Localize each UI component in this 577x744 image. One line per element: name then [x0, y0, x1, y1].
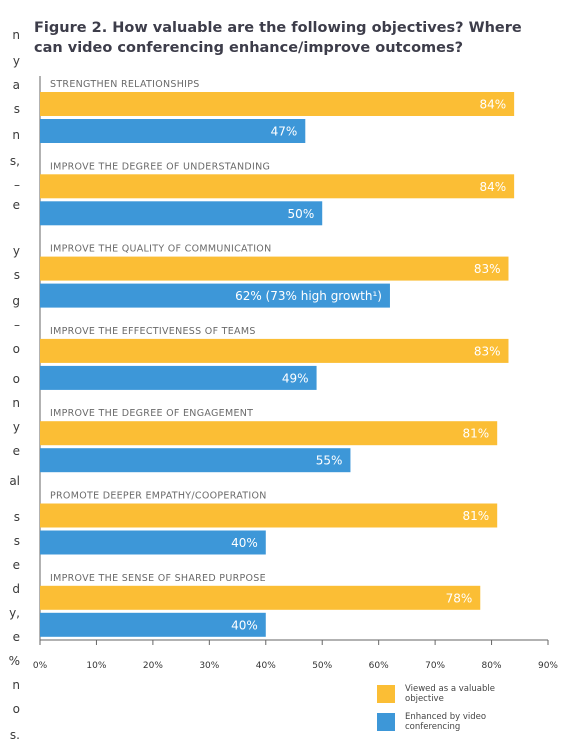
category-label: IMPROVE THE QUALITY OF COMMUNICATION [50, 244, 272, 255]
chart-title: Figure 2. How valuable are the following… [34, 20, 522, 56]
bar-valuable [40, 338, 509, 363]
bar-valuable [40, 256, 509, 281]
bar-valuable [40, 503, 498, 528]
bar-value-label: 50% [288, 207, 315, 221]
body-text-fragment: al [9, 474, 20, 488]
body-text-fragment: e [12, 630, 20, 644]
body-text-fragment: n [12, 678, 20, 692]
bar-valuable [40, 421, 498, 446]
x-tick-label: 20% [143, 661, 163, 671]
bar-enhanced [40, 283, 390, 308]
x-tick-label: 40% [256, 661, 276, 671]
bar-value-label: 84% [479, 180, 506, 194]
bar-enhanced [40, 612, 266, 637]
body-text-fragment: e [12, 198, 20, 212]
body-text-fragment: d [12, 582, 20, 596]
category-label: IMPROVE THE EFFECTIVENESS OF TEAMS [50, 326, 256, 337]
body-text-fragment: s [13, 534, 20, 548]
x-tick-label: 90% [538, 661, 558, 671]
bar-value-label: 40% [231, 536, 258, 550]
body-text-fragment: y, [9, 606, 20, 620]
bar-enhanced [40, 365, 317, 390]
body-text-fragment: y [12, 54, 20, 68]
chart-legend: Viewed as a valuable objective Enhanced … [377, 684, 567, 740]
bar-value-label: 47% [271, 125, 298, 139]
category-label: IMPROVE THE SENSE OF SHARED PURPOSE [50, 573, 266, 584]
body-text-fragment: – [14, 318, 20, 332]
bar-enhanced [40, 530, 266, 555]
category-label: STRENGTHEN RELATIONSHIPS [50, 79, 200, 90]
x-tick-label: 0% [33, 661, 48, 671]
bar-value-label: 81% [463, 427, 490, 441]
legend-label-enhanced: Enhanced by video conferencing [405, 712, 487, 732]
x-tick-label: 70% [425, 661, 445, 671]
bar-value-label: 83% [474, 262, 501, 276]
bar-value-label: 49% [282, 371, 309, 385]
body-text-fragment: s, [9, 154, 20, 168]
body-text-fragment: o [12, 342, 20, 356]
legend-item-valuable: Viewed as a valuable objective [377, 684, 567, 706]
x-tick-label: 30% [199, 661, 219, 671]
body-text-fragment: o [12, 372, 20, 386]
body-text-fragment: % [8, 654, 20, 668]
category-label: PROMOTE DEEPER EMPATHY/COOPERATION [50, 491, 267, 502]
bar-enhanced [40, 448, 351, 473]
bar-valuable [40, 585, 481, 610]
bar-value-label: 84% [479, 98, 506, 112]
body-text-fragment: s [13, 268, 20, 282]
body-text-fragment: a [12, 78, 20, 92]
legend-swatch-valuable [377, 685, 395, 703]
body-text-fragment: n [12, 396, 20, 410]
bar-value-label: 83% [474, 344, 501, 358]
x-tick-label: 50% [312, 661, 332, 671]
bar-valuable [40, 92, 515, 116]
bar-enhanced [40, 201, 323, 226]
x-tick-label: 10% [86, 661, 106, 671]
x-tick-label: 60% [369, 661, 389, 671]
bar-enhanced [40, 119, 306, 143]
bar-value-label: 40% [231, 618, 258, 632]
bar-value-label: 78% [446, 591, 473, 605]
bar-valuable [40, 174, 515, 199]
body-text-fragment: y [12, 244, 20, 258]
legend-swatch-enhanced [377, 713, 395, 731]
x-tick-label: 80% [482, 661, 502, 671]
legend-label-valuable: Viewed as a valuable objective [405, 684, 495, 704]
body-text-fragment: s [13, 102, 20, 116]
body-text-fragment: e [12, 558, 20, 572]
body-text-fragment: n [12, 28, 20, 42]
body-text-fragment: o [12, 702, 20, 716]
truncated-body-text: n y a s n s, – e y s g – o o n y e al s s e d y, e% n o s. [0, 0, 22, 744]
category-label: IMPROVE THE DEGREE OF UNDERSTANDING [50, 161, 270, 172]
bar-value-label: 55% [316, 454, 343, 468]
body-text-fragment: n [12, 128, 20, 142]
body-text-fragment: e [12, 444, 20, 458]
body-text-fragment: s. [9, 728, 20, 742]
body-text-fragment: y [12, 420, 20, 434]
body-text-fragment: g [12, 294, 20, 308]
body-text-fragment: s [13, 510, 20, 524]
category-label: IMPROVE THE DEGREE OF ENGAGEMENT [50, 408, 253, 419]
body-text-fragment: – [14, 178, 20, 192]
bar-value-label: 81% [463, 509, 490, 523]
legend-item-enhanced: Enhanced by video conferencing [377, 712, 567, 734]
bar-value-label: 62% (73% high growth¹) [235, 289, 382, 303]
